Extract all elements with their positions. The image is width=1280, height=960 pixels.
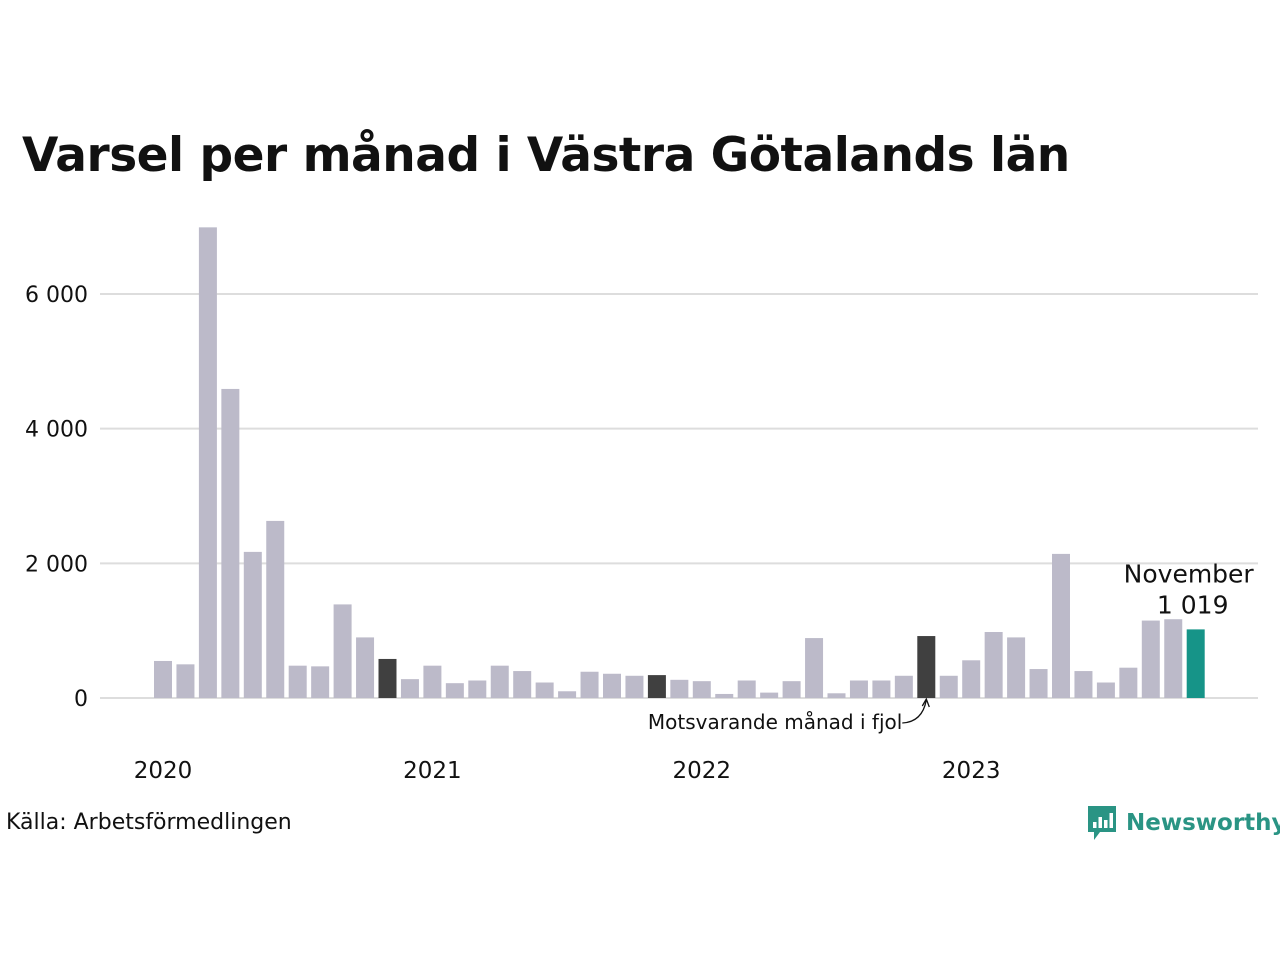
x-axis-year-labels: 2020 2021 2022 2023	[134, 758, 1001, 784]
bar	[1164, 619, 1183, 698]
bar	[805, 638, 824, 698]
bar	[445, 683, 464, 698]
bar	[1007, 637, 1026, 698]
bar	[827, 693, 846, 698]
bar	[356, 637, 375, 698]
bar	[1141, 620, 1160, 698]
bar	[872, 680, 891, 698]
y-tick-label: 2 000	[25, 552, 88, 577]
bars	[154, 227, 1205, 698]
bar	[288, 665, 307, 698]
bar	[333, 604, 352, 698]
bar	[490, 665, 509, 698]
annotation-arrow	[902, 699, 927, 724]
bar	[625, 675, 644, 698]
bar	[468, 680, 487, 698]
previous-year-note: Motsvarande månad i fjol	[648, 710, 902, 734]
y-tick-label: 6 000	[25, 283, 88, 308]
annotation-arrow-head	[921, 697, 930, 708]
y-axis-tick-labels: 0 2 000 4 000 6 000	[25, 283, 88, 712]
bar	[1119, 667, 1138, 698]
bar	[1052, 553, 1070, 698]
current-month-value: 1 019	[1157, 590, 1229, 619]
bar-previous-year-month	[647, 675, 666, 698]
x-tick-label: 2020	[134, 758, 193, 784]
bar	[939, 675, 958, 698]
bar-previous-year-month	[917, 636, 936, 698]
bar	[1074, 671, 1093, 698]
y-tick-label: 0	[74, 687, 88, 712]
bar	[782, 681, 801, 698]
bar	[849, 680, 868, 698]
x-tick-label: 2021	[403, 758, 462, 784]
bar	[535, 682, 554, 698]
bar	[692, 681, 711, 698]
bar	[737, 680, 756, 698]
bar	[154, 660, 172, 698]
bar	[198, 227, 217, 698]
bar	[670, 679, 689, 698]
bar	[311, 666, 330, 698]
bar	[580, 671, 599, 698]
bar	[603, 673, 621, 698]
bar	[221, 388, 240, 698]
current-month-label: November	[1124, 559, 1255, 588]
bar	[243, 551, 262, 698]
bar-previous-year-month	[378, 658, 397, 698]
bar-current-month	[1186, 629, 1205, 698]
source-note: Källa: Arbetsförmedlingen	[6, 810, 292, 835]
chart-title: Varsel per månad i Västra Götalands län	[22, 128, 1070, 183]
x-tick-label: 2022	[673, 758, 732, 784]
bar	[423, 665, 442, 698]
bar	[558, 691, 577, 698]
bar	[894, 675, 913, 698]
bar	[962, 660, 981, 698]
bar	[176, 664, 195, 698]
newsworthy-logo-icon	[1088, 806, 1116, 840]
bar	[1096, 682, 1115, 698]
y-tick-label: 4 000	[25, 418, 88, 443]
bar	[400, 679, 419, 698]
bar	[1029, 669, 1048, 698]
bar	[984, 632, 1003, 698]
x-tick-label: 2023	[942, 758, 1001, 784]
bar	[760, 692, 779, 698]
bar	[266, 520, 285, 698]
brand-logo: Newsworthy	[1086, 803, 1280, 843]
bar	[513, 671, 532, 698]
brand-name: Newsworthy	[1126, 810, 1280, 836]
bar	[715, 693, 734, 698]
